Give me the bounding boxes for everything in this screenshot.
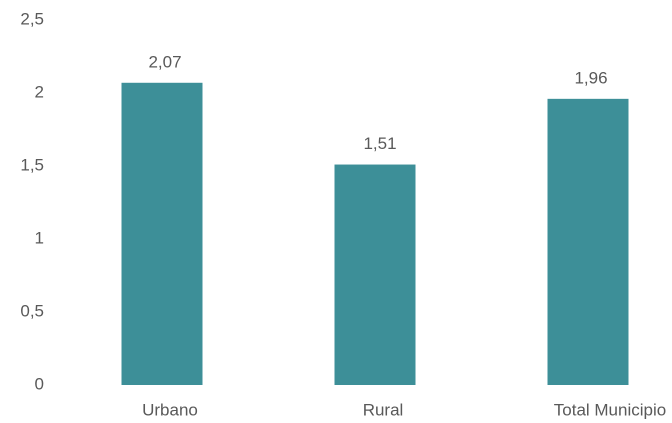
x-tick-label: Urbano <box>142 400 198 419</box>
y-tick-label: 1 <box>35 228 44 247</box>
bar <box>334 164 416 385</box>
x-tick-label: Rural <box>363 400 404 419</box>
bar <box>121 82 203 385</box>
value-label: 1,51 <box>363 134 396 153</box>
y-tick-label: 0,5 <box>20 301 44 320</box>
y-tick-label: 2,5 <box>20 9 44 28</box>
y-tick-label: 0 <box>35 374 44 393</box>
bar <box>547 98 629 385</box>
y-tick-label: 2 <box>35 82 44 101</box>
value-label: 1,96 <box>574 68 607 87</box>
value-label: 2,07 <box>148 52 181 71</box>
y-tick-label: 1,5 <box>20 155 44 174</box>
x-tick-label: Total Municipio <box>554 400 666 419</box>
